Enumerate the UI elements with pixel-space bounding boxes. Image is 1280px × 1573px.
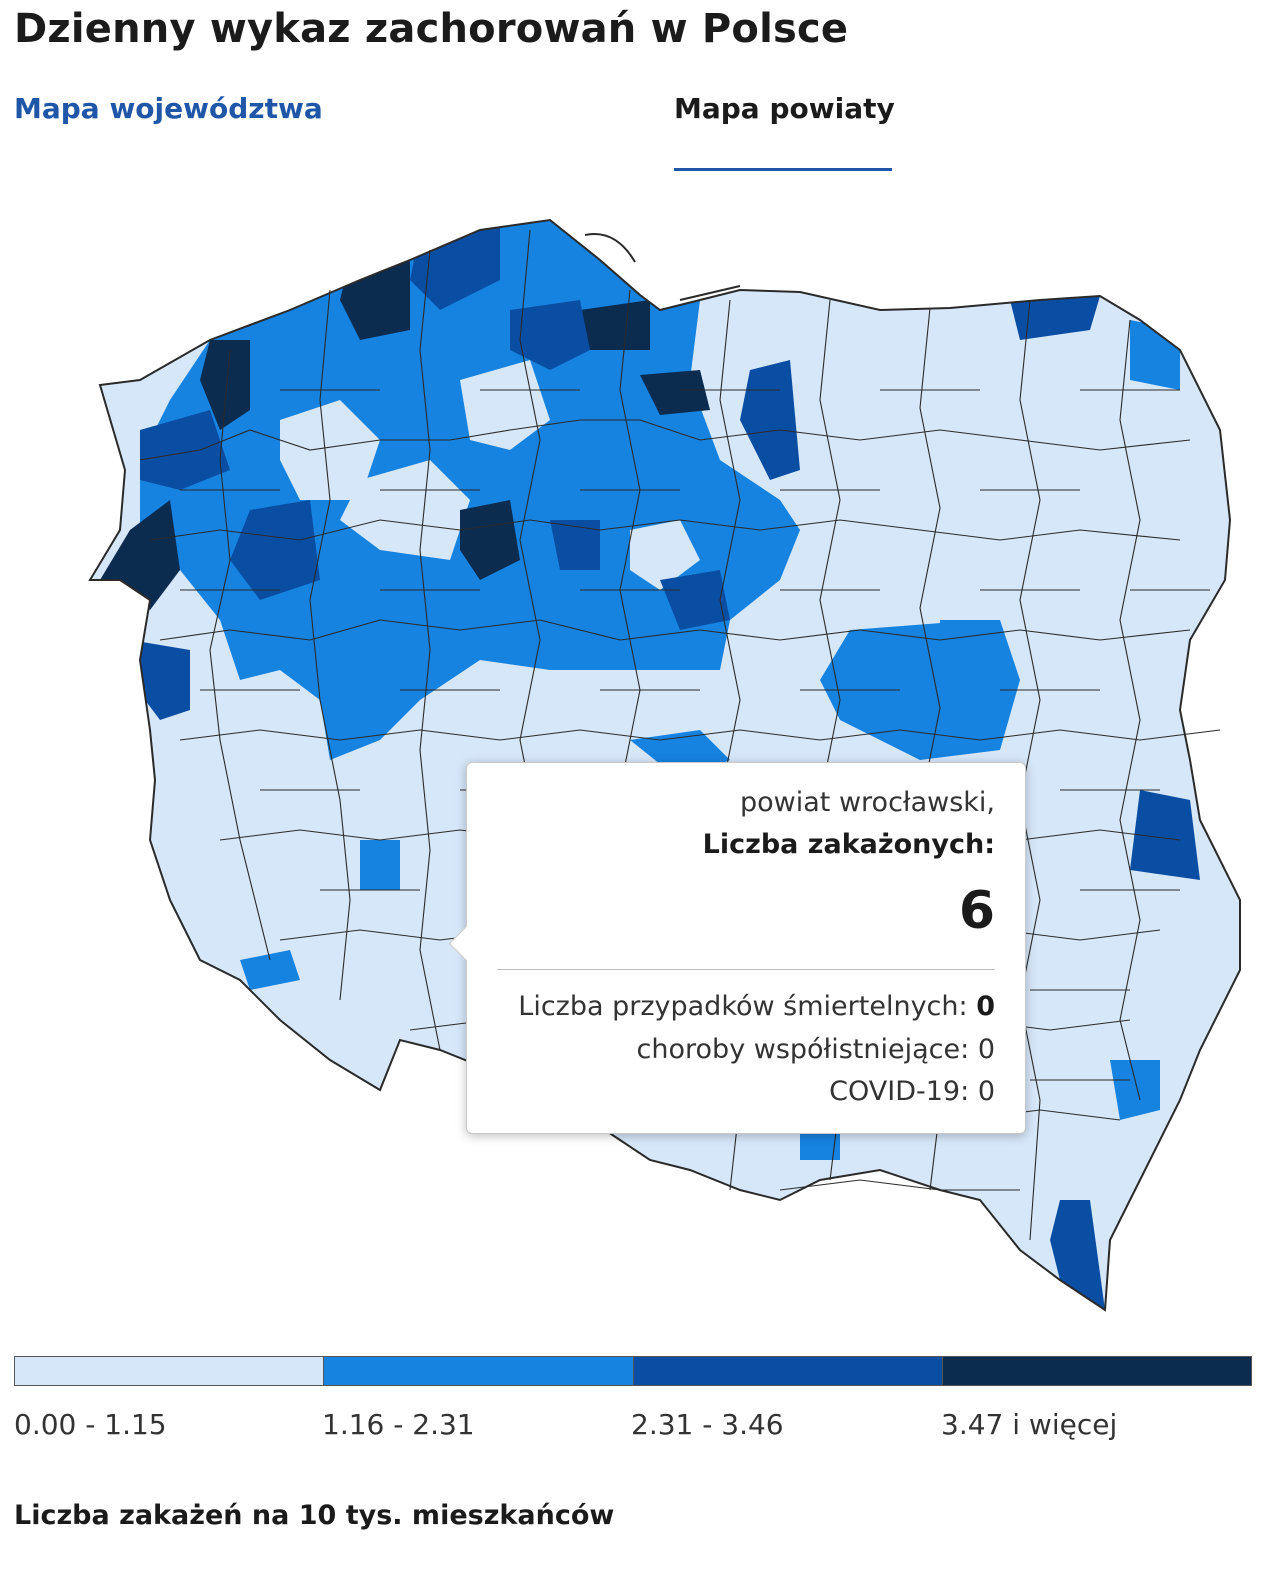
map-tabs: Mapa województwa Mapa powiaty	[0, 92, 1280, 174]
legend-caption: Liczba zakażeń na 10 tys. mieszkańców	[14, 1500, 615, 1531]
tooltip-covid-row: COVID-19: 0	[829, 1076, 995, 1107]
legend-swatch-0	[15, 1357, 325, 1385]
tooltip-covid-label: COVID-19:	[829, 1076, 970, 1107]
legend-labels: 0.00 - 1.15 1.16 - 2.31 2.31 - 3.46 3.47…	[0, 1408, 1280, 1448]
legend-label-0: 0.00 - 1.15	[14, 1408, 167, 1441]
tooltip-infected-label: Liczba zakażonych:	[702, 829, 995, 860]
legend-swatch-2	[633, 1357, 943, 1385]
tooltip-infected-value: 6	[958, 881, 995, 941]
legend-label-3: 3.47 i więcej	[941, 1408, 1118, 1441]
tooltip-deaths-label: Liczba przypadków śmiertelnych:	[518, 991, 968, 1022]
legend-swatch-1	[324, 1357, 634, 1385]
legend-swatch-3	[942, 1357, 1251, 1385]
active-tab-indicator	[674, 168, 892, 171]
tooltip-divider	[497, 969, 995, 970]
tooltip-deaths-row: Liczba przypadków śmiertelnych: 0	[518, 991, 995, 1022]
legend-color-scale	[14, 1356, 1252, 1386]
country-outline	[88, 218, 1241, 1312]
tab-mapa-wojewodztwa[interactable]: Mapa województwa	[14, 92, 323, 125]
tooltip-county-name: powiat wrocławski,	[740, 787, 995, 818]
vistula-spit	[679, 285, 741, 301]
tooltip-covid-value: 0	[977, 1076, 995, 1107]
legend-label-1: 1.16 - 2.31	[322, 1408, 475, 1441]
hel-peninsula	[584, 233, 636, 263]
tooltip-comorbid-value: 0	[977, 1034, 995, 1065]
tooltip-deaths-value: 0	[976, 991, 995, 1022]
page-title: Dzienny wykaz zachorowań w Polsce	[14, 6, 849, 52]
tooltip-comorbid-row: choroby współistniejące: 0	[637, 1034, 995, 1065]
tooltip-comorbid-label: choroby współistniejące:	[636, 1034, 970, 1065]
legend-label-2: 2.31 - 3.46	[631, 1408, 784, 1441]
tab-mapa-powiaty[interactable]: Mapa powiaty	[674, 92, 895, 125]
county-tooltip: powiat wrocławski, Liczba zakażonych: 6 …	[448, 762, 1026, 1134]
